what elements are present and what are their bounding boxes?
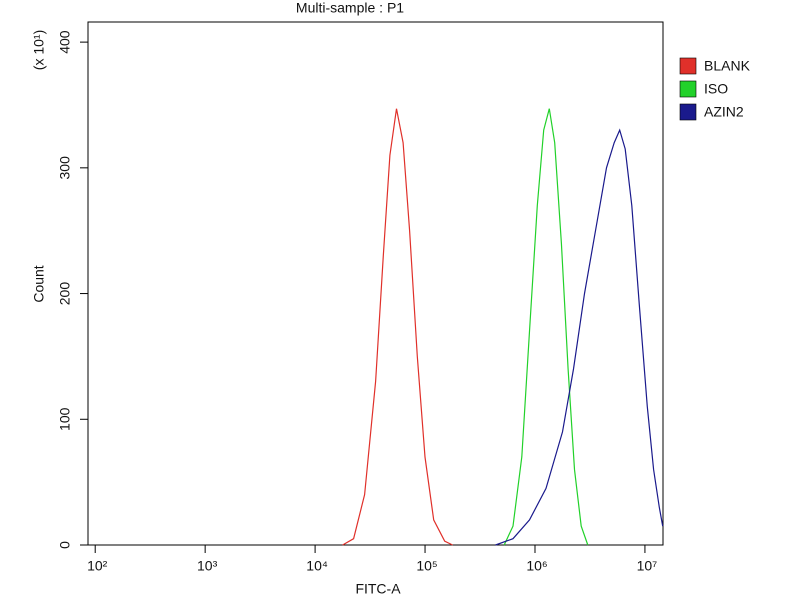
plot-frame	[87, 21, 664, 546]
legend-swatch	[679, 80, 697, 98]
legend-swatch	[679, 103, 697, 121]
x-tick-label: 10³	[197, 558, 218, 574]
y-tick-label: 0	[57, 541, 73, 549]
x-axis-label: FITC-A	[355, 581, 401, 597]
chart-title: Multi-sample : P1	[296, 0, 404, 16]
x-tick-label: 10⁴	[306, 558, 328, 574]
histogram-line	[495, 128, 664, 546]
x-tick-label: 10⁵	[416, 558, 437, 574]
x-tick-label: 10⁷	[637, 558, 658, 574]
legend-label: ISO	[704, 81, 728, 97]
y-tick-label: 300	[57, 156, 73, 180]
legend-swatch	[679, 57, 697, 75]
legend-label: BLANK	[704, 58, 751, 74]
y-multiplier: (x 10¹)	[31, 30, 47, 70]
histogram-line	[503, 108, 589, 546]
legend-label: AZIN2	[704, 104, 744, 120]
histogram-line	[342, 108, 453, 546]
x-tick-label: 10²	[87, 558, 108, 574]
y-tick-label: 100	[57, 407, 73, 431]
y-tick-label: 400	[57, 30, 73, 54]
x-tick-label: 10⁶	[526, 558, 547, 574]
y-tick-label: 200	[57, 282, 73, 306]
y-axis-label: Count	[31, 265, 47, 302]
